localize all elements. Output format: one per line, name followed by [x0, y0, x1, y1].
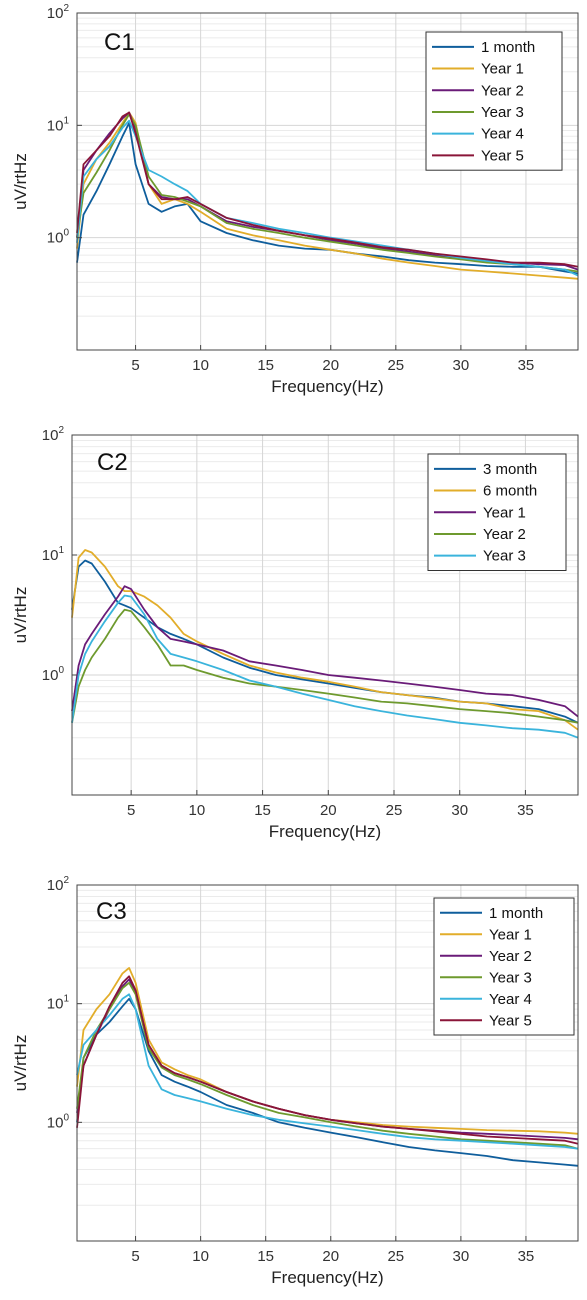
x-tick-label: 35: [518, 357, 535, 374]
panel-label: C1: [104, 29, 135, 56]
axes-frame: [76, 12, 579, 351]
x-tick-label: 25: [387, 1248, 404, 1265]
legend-box: [433, 897, 575, 1036]
x-tick-label: 15: [257, 357, 274, 374]
legend-label: 1 month: [489, 905, 543, 922]
legend-label: Year 3: [489, 969, 532, 986]
x-tick-label: 5: [131, 357, 139, 374]
series-line-year-4: [76, 119, 579, 277]
x-tick-label: 25: [386, 802, 403, 819]
chart-panel-c1: 5 10 15 20 25 30 35 100 101 102 Frequency(Hz) uV/rt…: [11, 3, 579, 396]
legend-label: 1 month: [481, 39, 535, 56]
x-tick-label: 5: [127, 802, 135, 819]
axes-frame: [71, 434, 579, 796]
axes-frame: [76, 884, 579, 1242]
series-line-year-5: [76, 975, 579, 1145]
series-line-1-month: [76, 122, 579, 275]
x-tick-label: 30: [453, 1248, 470, 1265]
series-line-year-5: [76, 111, 579, 268]
series-line-year-3: [71, 594, 579, 739]
chart-panel-c2: 5 10 15 20 25 30 35 100 101 102 Frequency(Hz) uV/rt…: [11, 425, 579, 841]
x-tick-label: 10: [192, 1248, 209, 1265]
series-line-year-2: [71, 608, 579, 724]
x-tick-label: 10: [189, 802, 206, 819]
legend: 3 month 6 month Year 1 Year 2 Year 3: [427, 453, 567, 571]
x-axis-label: Frequency(Hz): [269, 822, 381, 841]
legend-label: 3 month: [483, 461, 537, 478]
legend-label: Year 1: [481, 61, 524, 78]
x-tick-label: 25: [387, 357, 404, 374]
series-line-year-1: [76, 111, 579, 280]
legend-label: Year 5: [489, 1012, 532, 1029]
series-line-year-3: [76, 981, 579, 1150]
x-tick-label: 20: [320, 802, 337, 819]
legend-label: Year 1: [483, 504, 526, 521]
x-tick-label: 20: [322, 357, 339, 374]
x-tick-label: 5: [131, 1248, 139, 1265]
x-tick-label: 15: [254, 802, 271, 819]
series-line-year-4: [76, 993, 579, 1150]
legend-label: Year 2: [483, 526, 526, 543]
legend-label: Year 4: [489, 991, 532, 1008]
legend-label: Year 3: [483, 548, 526, 565]
legend-box: [425, 31, 563, 171]
y-tick-label: 100: [47, 228, 70, 247]
y-tick-label: 101: [47, 115, 70, 134]
y-tick-label: 100: [42, 665, 65, 684]
panel-label: C3: [96, 898, 127, 925]
y-tick-label: 100: [47, 1112, 70, 1131]
y-axis-label: uV/rtHz: [11, 1035, 30, 1092]
series-line-year-3: [76, 113, 579, 273]
legend-label: Year 4: [481, 126, 524, 143]
series-line-1-month: [76, 997, 579, 1167]
legend-label: Year 3: [481, 104, 524, 121]
y-axis-label: uV/rtHz: [11, 587, 30, 644]
x-axis-label: Frequency(Hz): [271, 377, 383, 396]
legend-label: Year 2: [481, 82, 524, 99]
x-tick-label: 30: [451, 802, 468, 819]
x-tick-label: 35: [518, 1248, 535, 1265]
y-axis-label: uV/rtHz: [11, 153, 30, 210]
legend-label: Year 5: [481, 147, 524, 164]
x-axis-label: Frequency(Hz): [271, 1268, 383, 1287]
series-line-year-1: [71, 585, 579, 718]
legend: 1 month Year 1 Year 2 Year 3 Year 4 Year 5: [425, 31, 563, 171]
chart-panel-c3: 5 10 15 20 25 30 35 100 101 102 Frequency(Hz) uV/rt…: [11, 875, 579, 1287]
legend: 1 month Year 1 Year 2 Year 3 Year 4 Year 5: [433, 897, 575, 1036]
y-tick-label: 102: [47, 875, 70, 894]
legend-label: Year 2: [489, 948, 532, 965]
y-tick-label: 101: [47, 994, 70, 1013]
x-tick-label: 10: [192, 357, 209, 374]
legend-label: 6 month: [483, 483, 537, 500]
x-tick-label: 30: [453, 357, 470, 374]
x-tick-label: 20: [322, 1248, 339, 1265]
panel-label: C2: [97, 449, 128, 476]
legend-label: Year 1: [489, 926, 532, 943]
y-tick-label: 102: [47, 3, 70, 22]
series-line-6-month: [71, 549, 579, 731]
x-tick-label: 35: [517, 802, 534, 819]
y-tick-label: 101: [42, 545, 65, 564]
x-tick-label: 15: [257, 1248, 274, 1265]
y-tick-label: 102: [42, 425, 65, 444]
